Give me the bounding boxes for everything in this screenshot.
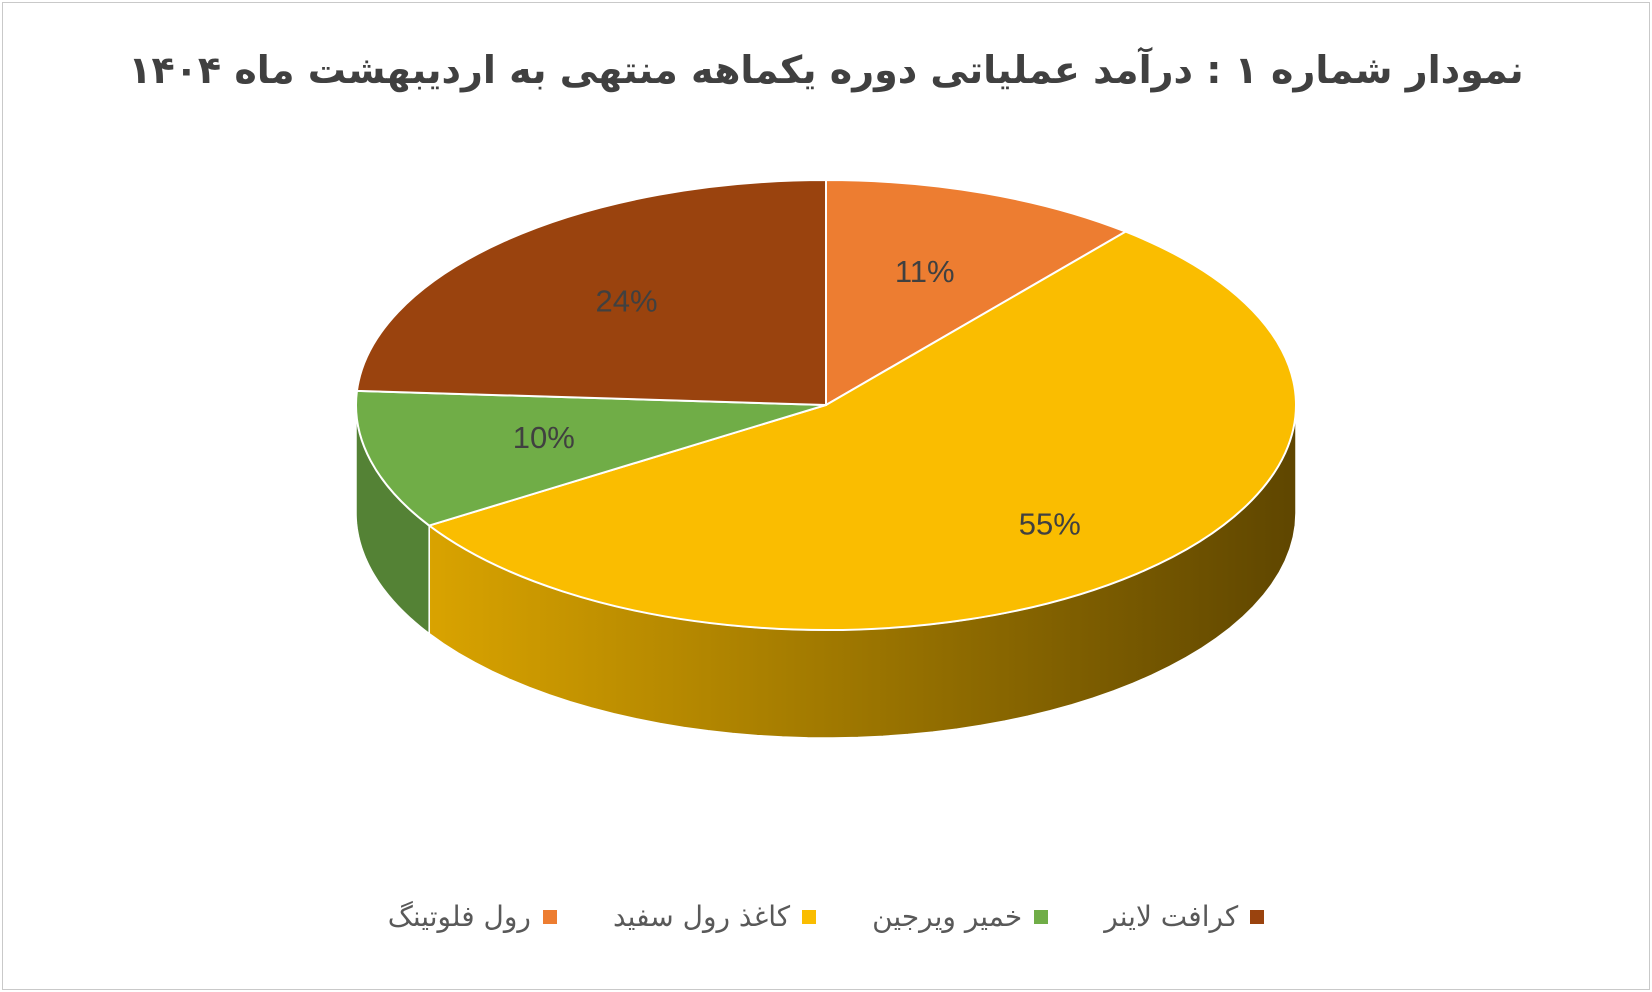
legend-label: کرافت لاینر: [1104, 900, 1239, 933]
chart-title: نمودار شماره ۱ : درآمد عملیاتی دوره یکما…: [128, 48, 1524, 92]
legend: رول فلوتینگ کاغذ رول سفید خمیر ویرجین کر…: [0, 900, 1652, 933]
pie-slice: [355, 178, 827, 407]
pie-slice: [825, 178, 1128, 407]
data-label: 24%: [595, 283, 657, 318]
legend-label: کاغذ رول سفید: [612, 900, 791, 933]
pie-slice: [426, 230, 1297, 631]
legend-swatch: [1250, 909, 1265, 924]
legend-swatch: [1034, 909, 1049, 924]
legend-label: رول فلوتینگ: [387, 900, 531, 933]
legend-swatch: [542, 909, 557, 924]
pie-tops: [355, 178, 1297, 631]
legend-item: کرافت لاینر: [1104, 900, 1265, 933]
legend-item: رول فلوتینگ: [388, 900, 557, 933]
pie-labels: 11% 55% 10% 24%: [513, 254, 1081, 542]
data-label: 10%: [513, 420, 575, 455]
legend-swatch: [802, 909, 817, 924]
legend-item: کاغذ رول سفید: [612, 900, 817, 933]
data-label: 11%: [895, 254, 955, 289]
legend-item: خمیر ویرجین: [872, 900, 1049, 933]
legend-label: خمیر ویرجین: [872, 900, 1023, 933]
data-label: 55%: [1019, 507, 1081, 542]
pie-slice: [355, 389, 827, 527]
